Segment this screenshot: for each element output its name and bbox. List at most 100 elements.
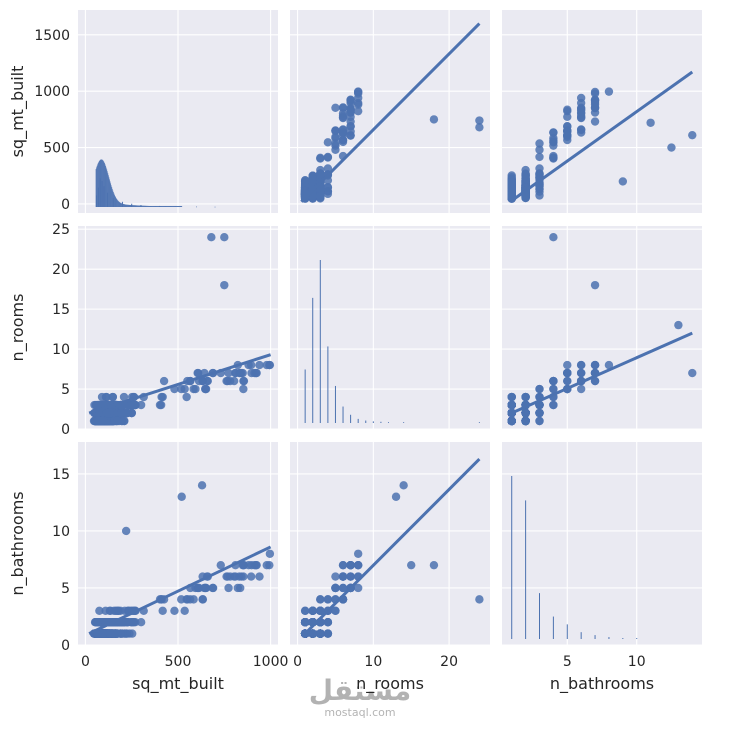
scatter-point: [122, 408, 131, 418]
histogram-bar: [175, 206, 177, 207]
scatter-point: [590, 376, 600, 386]
scatter-point: [316, 170, 325, 179]
histogram-bar: [108, 179, 110, 207]
scatter-point: [549, 384, 558, 394]
regression-line: [88, 545, 272, 635]
scatter-point: [521, 392, 530, 402]
y-tick-label: 0: [61, 422, 70, 438]
scatter-point: [177, 492, 186, 501]
histogram-bar: [160, 206, 162, 207]
histogram-bar: [539, 593, 540, 639]
scatter-point: [194, 583, 204, 593]
histogram-bar: [146, 205, 148, 207]
histogram-bar: [127, 204, 129, 207]
histogram-bar: [152, 206, 154, 207]
scatter-point: [231, 572, 240, 581]
histogram-bar: [121, 203, 123, 207]
histogram-bar: [104, 164, 106, 207]
histogram-bar: [552, 616, 554, 639]
x-axis-label: sq_mt_built: [132, 674, 224, 694]
histogram-bar: [151, 206, 153, 207]
histogram-bar: [162, 206, 164, 207]
scatter-point: [331, 139, 340, 148]
scatter-point: [93, 617, 102, 627]
histogram-bar: [158, 206, 160, 207]
scatter-point: [116, 408, 126, 418]
scatter-point: [119, 392, 129, 402]
histogram-bar: [180, 206, 182, 207]
scatter-point: [590, 89, 600, 98]
histogram-bar: [327, 346, 329, 423]
histogram-bar: [153, 206, 155, 207]
histogram-bar: [350, 414, 352, 423]
histogram-bar: [115, 197, 117, 207]
scatter-point: [549, 376, 558, 386]
y-tick-label: 1500: [34, 28, 70, 44]
histogram-bar: [156, 206, 158, 207]
histogram-bar: [103, 161, 105, 207]
histogram-bar: [312, 297, 314, 423]
panel-n_bathrooms-vs-sq_mt_built: [78, 442, 278, 646]
histogram-bar: [96, 165, 98, 207]
histogram-bar: [136, 205, 138, 207]
scatter-point: [191, 384, 200, 394]
scatter-point: [246, 572, 256, 581]
histogram-bar: [126, 204, 128, 207]
histogram-bar: [118, 201, 120, 207]
histogram-bar: [172, 206, 174, 207]
scatter-point: [576, 360, 586, 370]
scatter-point: [159, 376, 169, 386]
scatter-point: [182, 392, 191, 402]
histogram-bar: [342, 406, 344, 423]
scatter-point: [122, 617, 131, 627]
histogram-bar: [136, 205, 138, 207]
scatter-point: [475, 116, 484, 125]
histogram-bar: [130, 205, 132, 207]
scatter-point: [222, 572, 231, 581]
histogram-bar: [163, 206, 165, 207]
histogram-bar: [178, 206, 180, 207]
scatter-point: [521, 408, 530, 418]
scatter-point: [95, 606, 104, 615]
histogram-bar: [151, 206, 153, 207]
histogram-bar: [334, 385, 336, 423]
histogram-bar: [380, 421, 382, 423]
scatter-point: [338, 583, 348, 593]
scatter-point: [93, 416, 102, 426]
scatter-point: [198, 595, 207, 604]
histogram-bar: [141, 205, 143, 207]
x-tick-label: 5: [563, 654, 572, 670]
y-axis-label: n_rooms: [8, 294, 28, 362]
histogram-bar: [149, 206, 151, 207]
y-tick-label: 500: [43, 141, 70, 157]
scatter-point: [323, 138, 333, 147]
histogram-bar: [121, 203, 123, 207]
x-axis-label: n_bathrooms: [550, 674, 654, 694]
histogram-bar: [145, 205, 147, 207]
scatter-point: [563, 360, 572, 370]
regression-line: [510, 70, 694, 202]
histogram-bar: [107, 173, 109, 207]
panel-n_bathrooms-vs-n_bathrooms: [502, 442, 702, 646]
scatter-point: [98, 629, 107, 638]
histogram-bar: [155, 206, 157, 207]
histogram-bar: [130, 205, 132, 207]
histogram-bar: [175, 206, 177, 207]
histogram-bar: [155, 206, 157, 207]
x-tick-label: 0: [81, 654, 90, 670]
scatter-point: [590, 280, 600, 290]
y-tick-label: 1000: [34, 84, 70, 100]
histogram-bar: [159, 206, 161, 207]
scatter-point: [535, 191, 544, 200]
y-tick-label: 20: [52, 262, 70, 278]
scatter-point: [207, 232, 216, 242]
histogram-bar: [111, 187, 113, 207]
scatter-point: [201, 583, 210, 593]
panel-background: [502, 10, 702, 213]
histogram-bar: [171, 206, 173, 207]
histogram-bar: [127, 204, 129, 207]
histogram-bar: [97, 164, 99, 207]
scatter-point: [475, 595, 484, 604]
histogram-bar: [105, 165, 107, 207]
